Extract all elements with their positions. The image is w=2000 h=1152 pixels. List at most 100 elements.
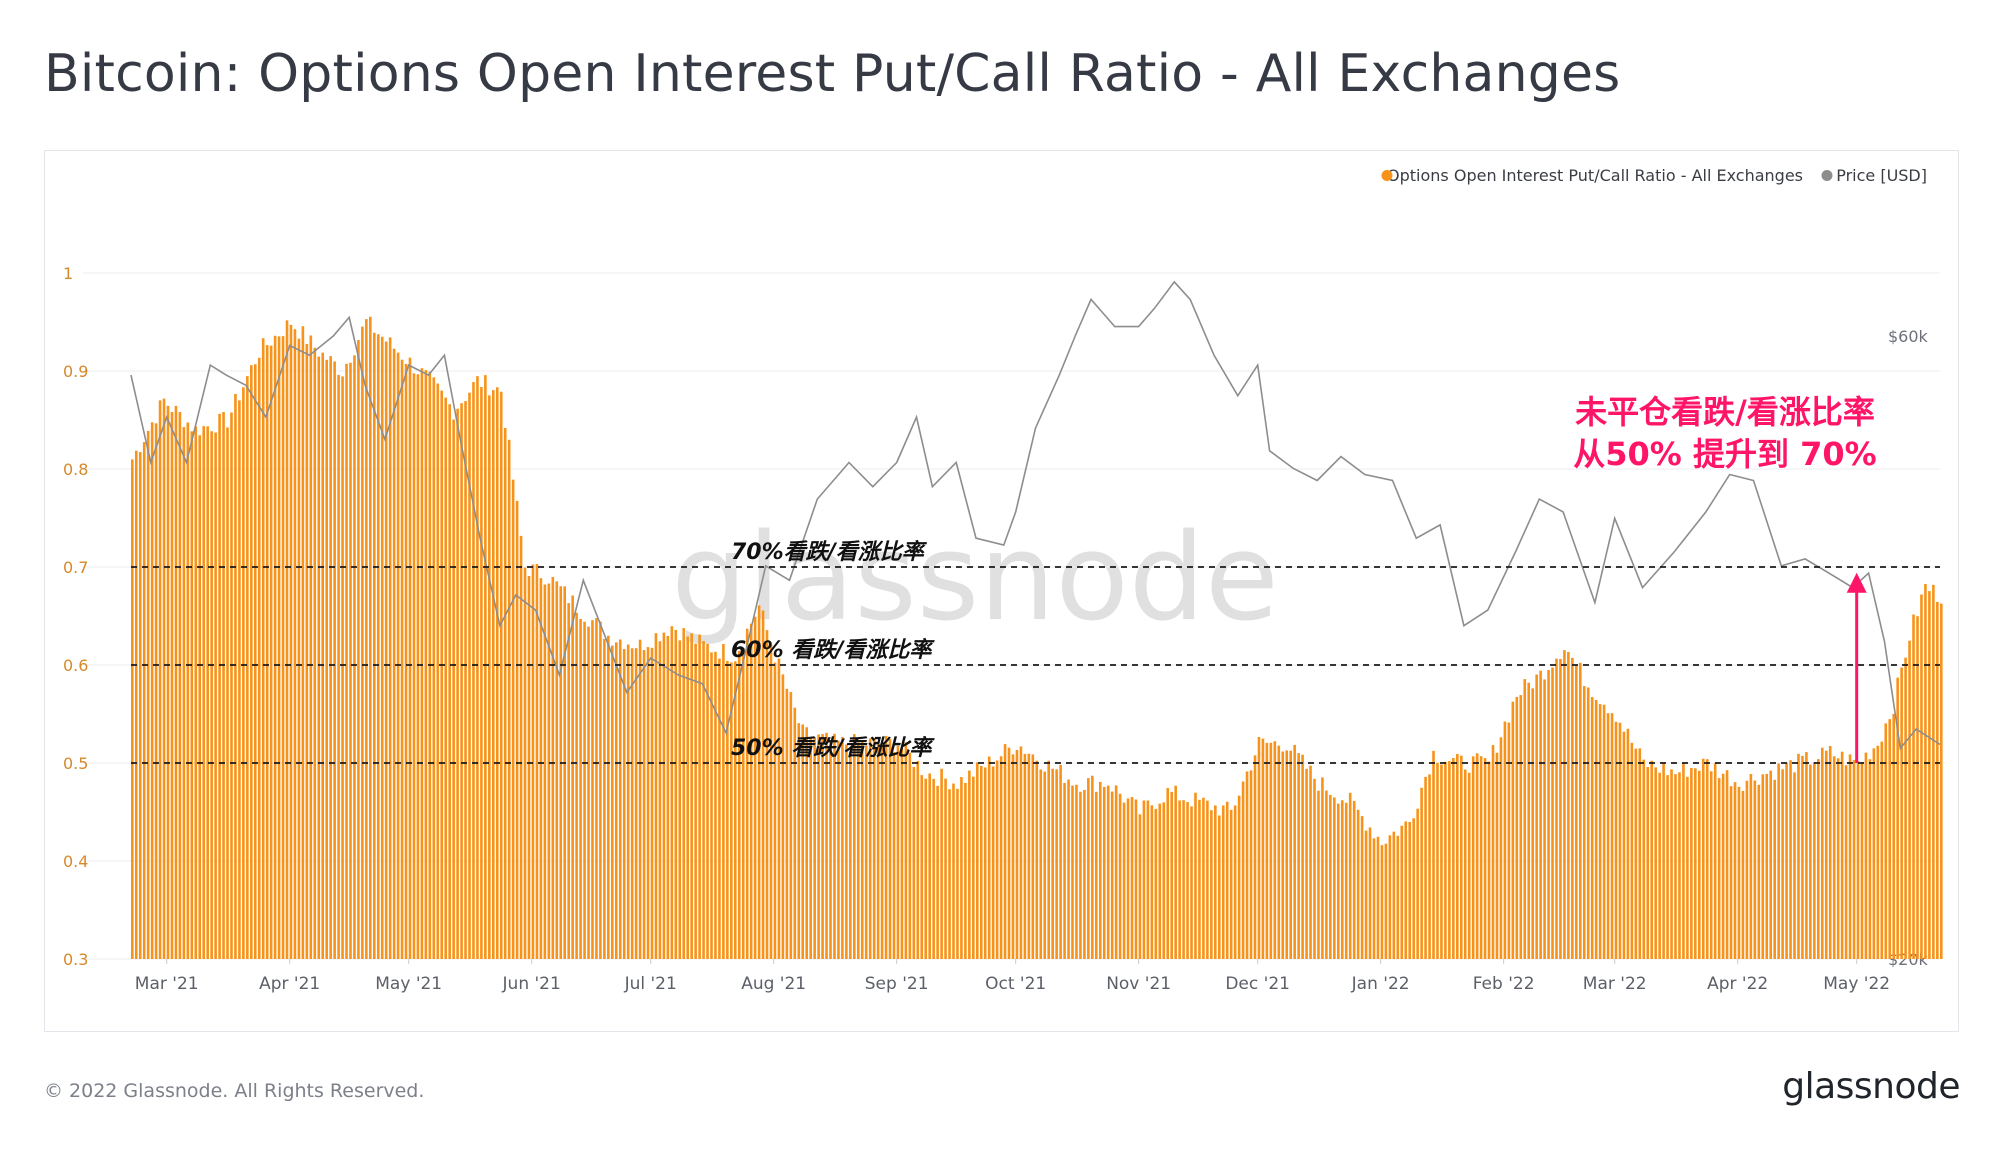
ratio-bar <box>285 320 289 960</box>
ratio-bar <box>1245 771 1249 959</box>
ratio-bar <box>400 359 404 959</box>
ratio-bar <box>261 338 265 959</box>
ratio-bar <box>983 767 987 959</box>
ratio-bar <box>250 365 253 959</box>
ratio-bar <box>1487 761 1491 959</box>
ratio-bar <box>979 765 983 959</box>
ratio-bar <box>622 649 626 959</box>
ratio-bar <box>730 662 733 959</box>
x-tick-label: Oct '21 <box>985 974 1046 994</box>
ratio-bar <box>1916 616 1919 959</box>
ratio-bar <box>1511 701 1515 959</box>
ratio-bar <box>896 745 900 959</box>
ratio-bar <box>1229 809 1233 959</box>
ratio-bar <box>567 603 570 959</box>
x-tick-label: May '21 <box>375 974 442 994</box>
ratio-bar <box>726 660 729 959</box>
ratio-bar <box>1297 753 1300 959</box>
ratio-bar <box>1452 758 1455 959</box>
ratio-bar <box>741 648 745 959</box>
ratio-bar <box>1031 754 1035 959</box>
ratio-bar <box>1646 767 1650 959</box>
ratio-bar <box>916 760 920 959</box>
ratio-bar <box>1674 774 1677 959</box>
ratio-bar <box>745 628 749 959</box>
ratio-bar <box>753 616 757 959</box>
ratio-bar <box>1261 738 1265 959</box>
y-tick-label: 0.6 <box>63 656 88 675</box>
ratio-bar <box>1333 797 1336 959</box>
ratio-bar <box>1083 789 1086 959</box>
ratio-bar <box>853 734 856 959</box>
ratio-bar <box>749 623 753 959</box>
ratio-bar <box>952 783 955 959</box>
ratio-bar <box>293 329 297 959</box>
ratio-bar <box>571 595 574 959</box>
x-tick-label: Nov '21 <box>1106 974 1171 994</box>
ratio-bar <box>1551 667 1554 959</box>
ratio-bar <box>1761 774 1765 959</box>
ratio-bar <box>1896 677 1899 959</box>
x-tick-label: Dec '21 <box>1225 974 1290 994</box>
ratio-bar <box>682 628 686 959</box>
ratio-bar <box>591 620 594 959</box>
ratio-bar <box>194 426 198 960</box>
y-tick-label: 0.3 <box>63 950 88 969</box>
ratio-bar <box>1868 759 1872 959</box>
ratio-bar <box>269 345 273 959</box>
x-tick-label: Jun '21 <box>502 974 561 994</box>
ratio-bar <box>1820 747 1824 959</box>
ratio-bar <box>488 395 491 959</box>
footer-copyright: © 2022 Glassnode. All Rights Reserved. <box>44 1080 425 1102</box>
ratio-bar <box>1035 760 1039 959</box>
ratio-bar <box>773 662 777 959</box>
ratio-bar <box>186 422 190 959</box>
ratio-bar <box>1221 805 1225 959</box>
ratio-bar <box>1277 745 1281 959</box>
ratio-bar <box>257 357 261 959</box>
ratio-bar <box>1281 751 1285 959</box>
ratio-bars <box>131 316 1943 960</box>
ratio-bar <box>1114 785 1118 959</box>
ratio-bar <box>614 642 618 959</box>
ratio-bar <box>1138 814 1142 959</box>
ratio-bar <box>1043 771 1047 959</box>
y-tick-label: 1 <box>63 264 73 283</box>
ratio-bar <box>1535 674 1538 959</box>
ratio-bar <box>460 403 463 959</box>
ratio-bar <box>1547 669 1550 959</box>
ratio-bar <box>1733 782 1737 959</box>
ratio-bar <box>1856 761 1860 959</box>
ratio-bar <box>1102 786 1106 959</box>
ratio-bar <box>1571 657 1574 959</box>
ratio-bar <box>1436 762 1439 959</box>
ratio-bar <box>341 376 344 959</box>
ratio-bar <box>1456 753 1459 959</box>
ratio-bar <box>821 734 824 959</box>
ratio-bar <box>376 334 380 959</box>
ratio-bar <box>1622 731 1626 959</box>
ratio-bar <box>888 739 892 959</box>
legend-dot-ratio <box>1381 170 1393 181</box>
ratio-bar <box>991 766 995 959</box>
ratio-bar <box>392 348 396 959</box>
ratio-bar <box>1432 750 1435 959</box>
ratio-bar <box>317 356 321 959</box>
ratio-bar <box>1356 809 1360 959</box>
ratio-bar <box>1424 776 1427 959</box>
ratio-bar <box>1793 772 1796 959</box>
y-tick-label: 0.5 <box>63 754 88 773</box>
ratio-bar <box>273 335 277 959</box>
ratio-bar <box>523 567 527 959</box>
ratio-bar <box>1265 742 1269 959</box>
ratio-bar <box>365 319 368 959</box>
ratio-bar <box>1364 830 1368 959</box>
ratio-bar <box>1444 761 1447 959</box>
ratio-bar <box>1582 686 1586 959</box>
ratio-bar <box>214 432 217 960</box>
ratio-bar <box>1586 687 1590 959</box>
ratio-bar <box>1055 769 1058 959</box>
ratio-bar <box>1150 805 1154 959</box>
ratio-bar <box>404 363 408 959</box>
ratio-bar <box>1725 770 1729 959</box>
